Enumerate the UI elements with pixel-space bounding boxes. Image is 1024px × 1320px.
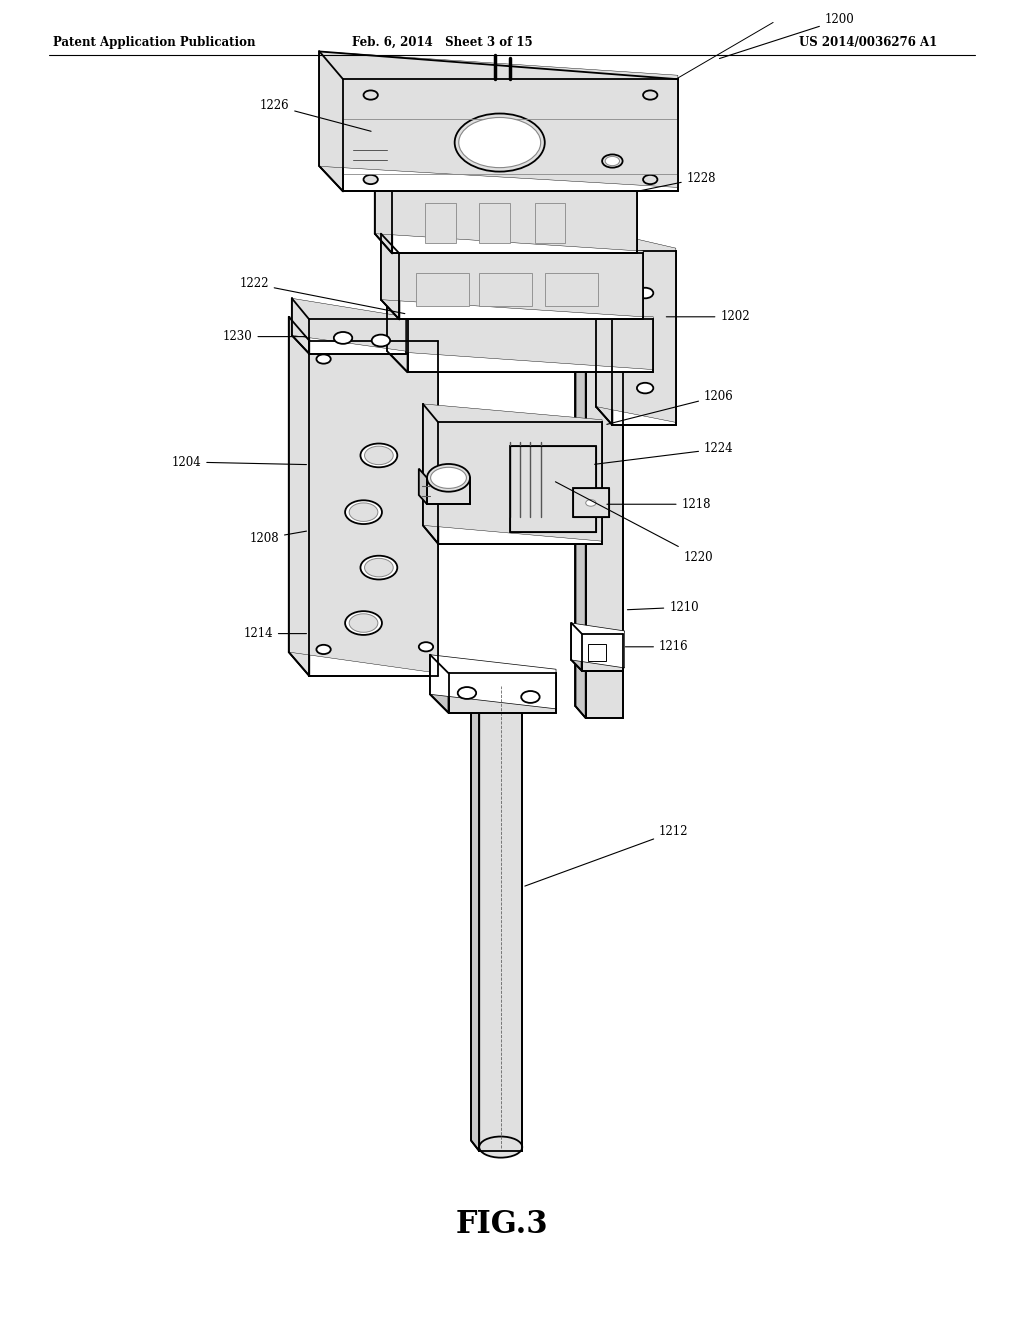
Text: 1226: 1226 xyxy=(260,99,371,131)
Ellipse shape xyxy=(637,383,653,393)
Bar xyxy=(588,644,606,661)
Polygon shape xyxy=(612,251,676,425)
Bar xyxy=(425,203,456,243)
Polygon shape xyxy=(387,298,408,372)
Ellipse shape xyxy=(419,356,433,366)
Ellipse shape xyxy=(586,500,596,506)
Ellipse shape xyxy=(455,114,545,172)
Ellipse shape xyxy=(430,467,467,488)
Text: 1228: 1228 xyxy=(640,172,716,191)
Bar xyxy=(479,273,532,306)
Text: US 2014/0036276 A1: US 2014/0036276 A1 xyxy=(799,36,937,49)
Ellipse shape xyxy=(345,611,382,635)
Polygon shape xyxy=(292,298,406,351)
Polygon shape xyxy=(309,319,406,354)
Polygon shape xyxy=(392,191,637,253)
Polygon shape xyxy=(471,686,479,1151)
Polygon shape xyxy=(571,623,582,671)
Polygon shape xyxy=(449,673,556,713)
Ellipse shape xyxy=(316,354,331,363)
Text: 1220: 1220 xyxy=(555,482,713,564)
Polygon shape xyxy=(430,655,449,713)
Polygon shape xyxy=(292,298,309,354)
Polygon shape xyxy=(408,319,653,372)
Polygon shape xyxy=(289,317,309,676)
Polygon shape xyxy=(430,655,556,709)
Ellipse shape xyxy=(605,157,620,165)
Polygon shape xyxy=(596,230,676,422)
Ellipse shape xyxy=(521,690,540,704)
Text: 1200: 1200 xyxy=(720,13,855,58)
Text: 1222: 1222 xyxy=(240,277,404,314)
Polygon shape xyxy=(438,422,602,544)
Text: 1218: 1218 xyxy=(607,498,711,511)
Polygon shape xyxy=(289,317,438,673)
Text: 1204: 1204 xyxy=(171,455,306,469)
Ellipse shape xyxy=(360,444,397,467)
Ellipse shape xyxy=(345,500,382,524)
Ellipse shape xyxy=(349,503,378,521)
Bar xyxy=(535,203,565,243)
Ellipse shape xyxy=(365,446,393,465)
Text: Feb. 6, 2014   Sheet 3 of 15: Feb. 6, 2014 Sheet 3 of 15 xyxy=(352,36,532,49)
Ellipse shape xyxy=(458,686,476,700)
Polygon shape xyxy=(375,172,392,253)
Polygon shape xyxy=(381,234,643,317)
Polygon shape xyxy=(343,79,678,191)
Polygon shape xyxy=(375,172,637,251)
Ellipse shape xyxy=(643,176,657,183)
Text: 1202: 1202 xyxy=(667,310,750,323)
Text: 1208: 1208 xyxy=(250,531,306,545)
Ellipse shape xyxy=(372,334,390,346)
Polygon shape xyxy=(419,469,427,504)
Polygon shape xyxy=(586,370,623,718)
Ellipse shape xyxy=(459,117,541,168)
Polygon shape xyxy=(309,341,438,676)
Text: 1224: 1224 xyxy=(595,442,733,465)
Bar xyxy=(479,203,510,243)
Text: 1212: 1212 xyxy=(525,825,688,886)
Text: 1230: 1230 xyxy=(222,330,306,343)
Ellipse shape xyxy=(637,288,653,298)
Ellipse shape xyxy=(360,556,397,579)
Text: Patent Application Publication: Patent Application Publication xyxy=(53,36,256,49)
Polygon shape xyxy=(387,298,653,370)
Ellipse shape xyxy=(334,331,352,345)
Polygon shape xyxy=(381,234,399,319)
Polygon shape xyxy=(582,634,623,671)
Ellipse shape xyxy=(364,176,378,183)
Polygon shape xyxy=(479,686,522,1151)
Polygon shape xyxy=(319,51,343,191)
Ellipse shape xyxy=(479,1137,522,1158)
Ellipse shape xyxy=(316,644,331,653)
Ellipse shape xyxy=(643,90,657,99)
Polygon shape xyxy=(510,446,596,532)
Polygon shape xyxy=(571,623,625,668)
Bar xyxy=(545,273,598,306)
Bar xyxy=(416,273,469,306)
Polygon shape xyxy=(596,230,612,425)
Ellipse shape xyxy=(602,154,623,168)
Ellipse shape xyxy=(364,90,378,99)
Text: 1216: 1216 xyxy=(626,640,688,653)
Polygon shape xyxy=(573,488,609,517)
Text: FIG.3: FIG.3 xyxy=(456,1209,548,1241)
Polygon shape xyxy=(423,404,438,544)
Ellipse shape xyxy=(349,614,378,632)
Polygon shape xyxy=(399,253,643,319)
Polygon shape xyxy=(575,358,586,718)
Polygon shape xyxy=(427,478,470,504)
Text: 1210: 1210 xyxy=(628,601,698,614)
Text: 1206: 1206 xyxy=(607,389,734,424)
Ellipse shape xyxy=(365,558,393,577)
Text: 1214: 1214 xyxy=(244,627,306,640)
Polygon shape xyxy=(423,404,602,541)
Ellipse shape xyxy=(419,642,433,652)
Polygon shape xyxy=(319,51,678,187)
Ellipse shape xyxy=(427,463,470,491)
